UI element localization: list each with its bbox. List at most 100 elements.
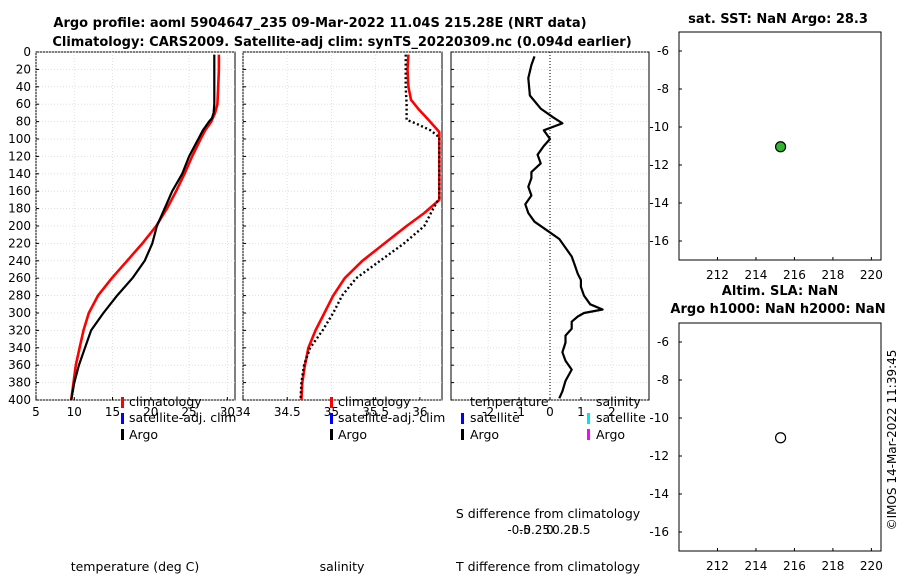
- depth-tick-label: 240: [8, 254, 31, 268]
- legend-argo-label: Argo: [129, 427, 158, 442]
- map-lat-tick-label: -16: [649, 525, 669, 539]
- map-lat-tick-label: -14: [649, 196, 669, 210]
- depth-tick-label: 40: [16, 80, 31, 94]
- map-lon-tick-label: 218: [821, 268, 844, 282]
- x-tick-label: -2: [482, 405, 494, 419]
- map-lat-tick-label: -8: [657, 82, 669, 96]
- depth-tick-label: 60: [16, 97, 31, 111]
- s-diff-tick-label: 0.5: [571, 523, 590, 537]
- copyright-timestamp: ©IMOS 14-Mar-2022 11:39:45: [885, 350, 899, 531]
- legend-s-satellite-swatch: [587, 413, 590, 424]
- depth-tick-label: 400: [8, 393, 31, 407]
- x-tick-label: 5: [32, 405, 40, 419]
- legend-sal-climatology-label: climatology: [338, 394, 411, 409]
- depth-tick-label: 20: [16, 62, 31, 76]
- profile-line-t-difference: [524, 56, 604, 399]
- map-lon-tick-label: 216: [783, 268, 806, 282]
- sla-title-line2: Argo h1000: NaN h2000: NaN: [670, 302, 885, 317]
- x-tick-label: 15: [105, 405, 120, 419]
- map-lat-tick-label: -10: [649, 411, 669, 425]
- depth-tick-label: 180: [8, 202, 31, 216]
- map-lon-tick-label: 220: [860, 559, 883, 573]
- legend-t-satellite-label: satellite: [470, 410, 520, 425]
- map-lat-tick-label: -14: [649, 487, 669, 501]
- legend-t-satellite-swatch: [461, 413, 464, 424]
- sst-map-axes: [678, 31, 882, 261]
- legend-sal-satellite-swatch: [330, 413, 333, 424]
- argo-position-marker: [774, 432, 787, 444]
- map-lat-tick-label: -12: [649, 449, 669, 463]
- profile-line-climatology: [69, 54, 221, 401]
- map-lon-tick-label: 218: [821, 559, 844, 573]
- map-lat-tick-label: -8: [657, 373, 669, 387]
- x-tick-label: 35: [324, 405, 339, 419]
- x-tick-label: 20: [143, 405, 158, 419]
- profile-line-climatology: [300, 54, 441, 401]
- difference-xlabel-top: S difference from climatology: [456, 506, 641, 521]
- depth-tick-label: 260: [8, 271, 31, 285]
- depth-tick-label: 80: [16, 115, 31, 129]
- legend-s-satellite-label: satellite: [596, 410, 646, 425]
- s-diff-tick-label: -0.5: [507, 523, 530, 537]
- x-tick-label: 36: [412, 405, 427, 419]
- argo-position-marker: [774, 141, 787, 153]
- depth-tick-label: 340: [8, 341, 31, 355]
- depth-tick-label: 120: [8, 149, 31, 163]
- map-lon-tick-label: 212: [706, 559, 729, 573]
- main-title-line2: Climatology: CARS2009. Satellite-adj cli…: [52, 35, 631, 50]
- salinity-xlabel: salinity: [320, 559, 365, 574]
- legend-sal-argo-swatch: [330, 429, 333, 440]
- x-tick-label: 0: [546, 405, 554, 419]
- legend-climatology-label: climatology: [129, 394, 202, 409]
- difference-xlabel: T difference from climatology: [455, 559, 641, 574]
- map-lat-tick-label: -16: [649, 234, 669, 248]
- map-lon-tick-label: 220: [860, 268, 883, 282]
- legend-argo-swatch: [121, 429, 124, 440]
- x-tick-label: 35.5: [362, 405, 389, 419]
- sla-map-axes: [678, 322, 882, 552]
- profile-line-argo: [299, 54, 441, 401]
- x-tick-label: 2: [608, 405, 616, 419]
- legend-salinity-heading: salinity: [596, 394, 641, 409]
- x-tick-label: 34.5: [274, 405, 301, 419]
- depth-tick-label: 200: [8, 219, 31, 233]
- map-lat-tick-label: -10: [649, 120, 669, 134]
- sla-title-line1: Altim. SLA: NaN: [722, 284, 838, 299]
- s-diff-tick-label: -0.25: [519, 523, 550, 537]
- depth-tick-label: 380: [8, 376, 31, 390]
- depth-tick-label: 220: [8, 236, 31, 250]
- sst-title: sat. SST: NaN Argo: 28.3: [688, 12, 868, 27]
- x-tick-label: 10: [67, 405, 82, 419]
- s-diff-tick-label: 0: [546, 523, 554, 537]
- legend-s-argo-swatch: [587, 429, 590, 440]
- map-lon-tick-label: 212: [706, 268, 729, 282]
- map-lon-tick-label: 214: [744, 559, 767, 573]
- x-tick-label: 1: [577, 405, 585, 419]
- map-lat-tick-label: -6: [657, 44, 669, 58]
- depth-tick-label: 100: [8, 132, 31, 146]
- map-lon-tick-label: 214: [744, 268, 767, 282]
- legend-temperature-heading: temperature: [470, 394, 549, 409]
- legend-s-argo-label: Argo: [596, 427, 625, 442]
- depth-tick-label: 160: [8, 184, 31, 198]
- depth-tick-label: 300: [8, 306, 31, 320]
- profile-line-argo: [70, 54, 216, 401]
- main-title-line1: Argo profile: aoml 5904647_235 09-Mar-20…: [53, 16, 586, 31]
- legend-sal-argo-label: Argo: [338, 427, 367, 442]
- depth-tick-label: 140: [8, 167, 31, 181]
- legend-satellite-swatch: [121, 413, 124, 424]
- legend-satellite-label: satellite-adj. clim: [129, 410, 236, 425]
- legend-t-argo-swatch: [461, 429, 464, 440]
- legend-sal-climatology-swatch: [330, 397, 333, 408]
- depth-tick-label: 280: [8, 289, 31, 303]
- depth-tick-label: 0: [23, 45, 31, 59]
- legend-sal-satellite-label: satellite-adj. clim: [338, 410, 445, 425]
- depth-tick-label: 320: [8, 323, 31, 337]
- s-diff-tick-label: 0.25: [552, 523, 579, 537]
- depth-tick-label: 360: [8, 358, 31, 372]
- x-tick-label: 34: [235, 405, 250, 419]
- x-tick-label: -1: [513, 405, 525, 419]
- temperature-xlabel: temperature (deg C): [71, 559, 200, 574]
- map-lat-tick-label: -12: [649, 158, 669, 172]
